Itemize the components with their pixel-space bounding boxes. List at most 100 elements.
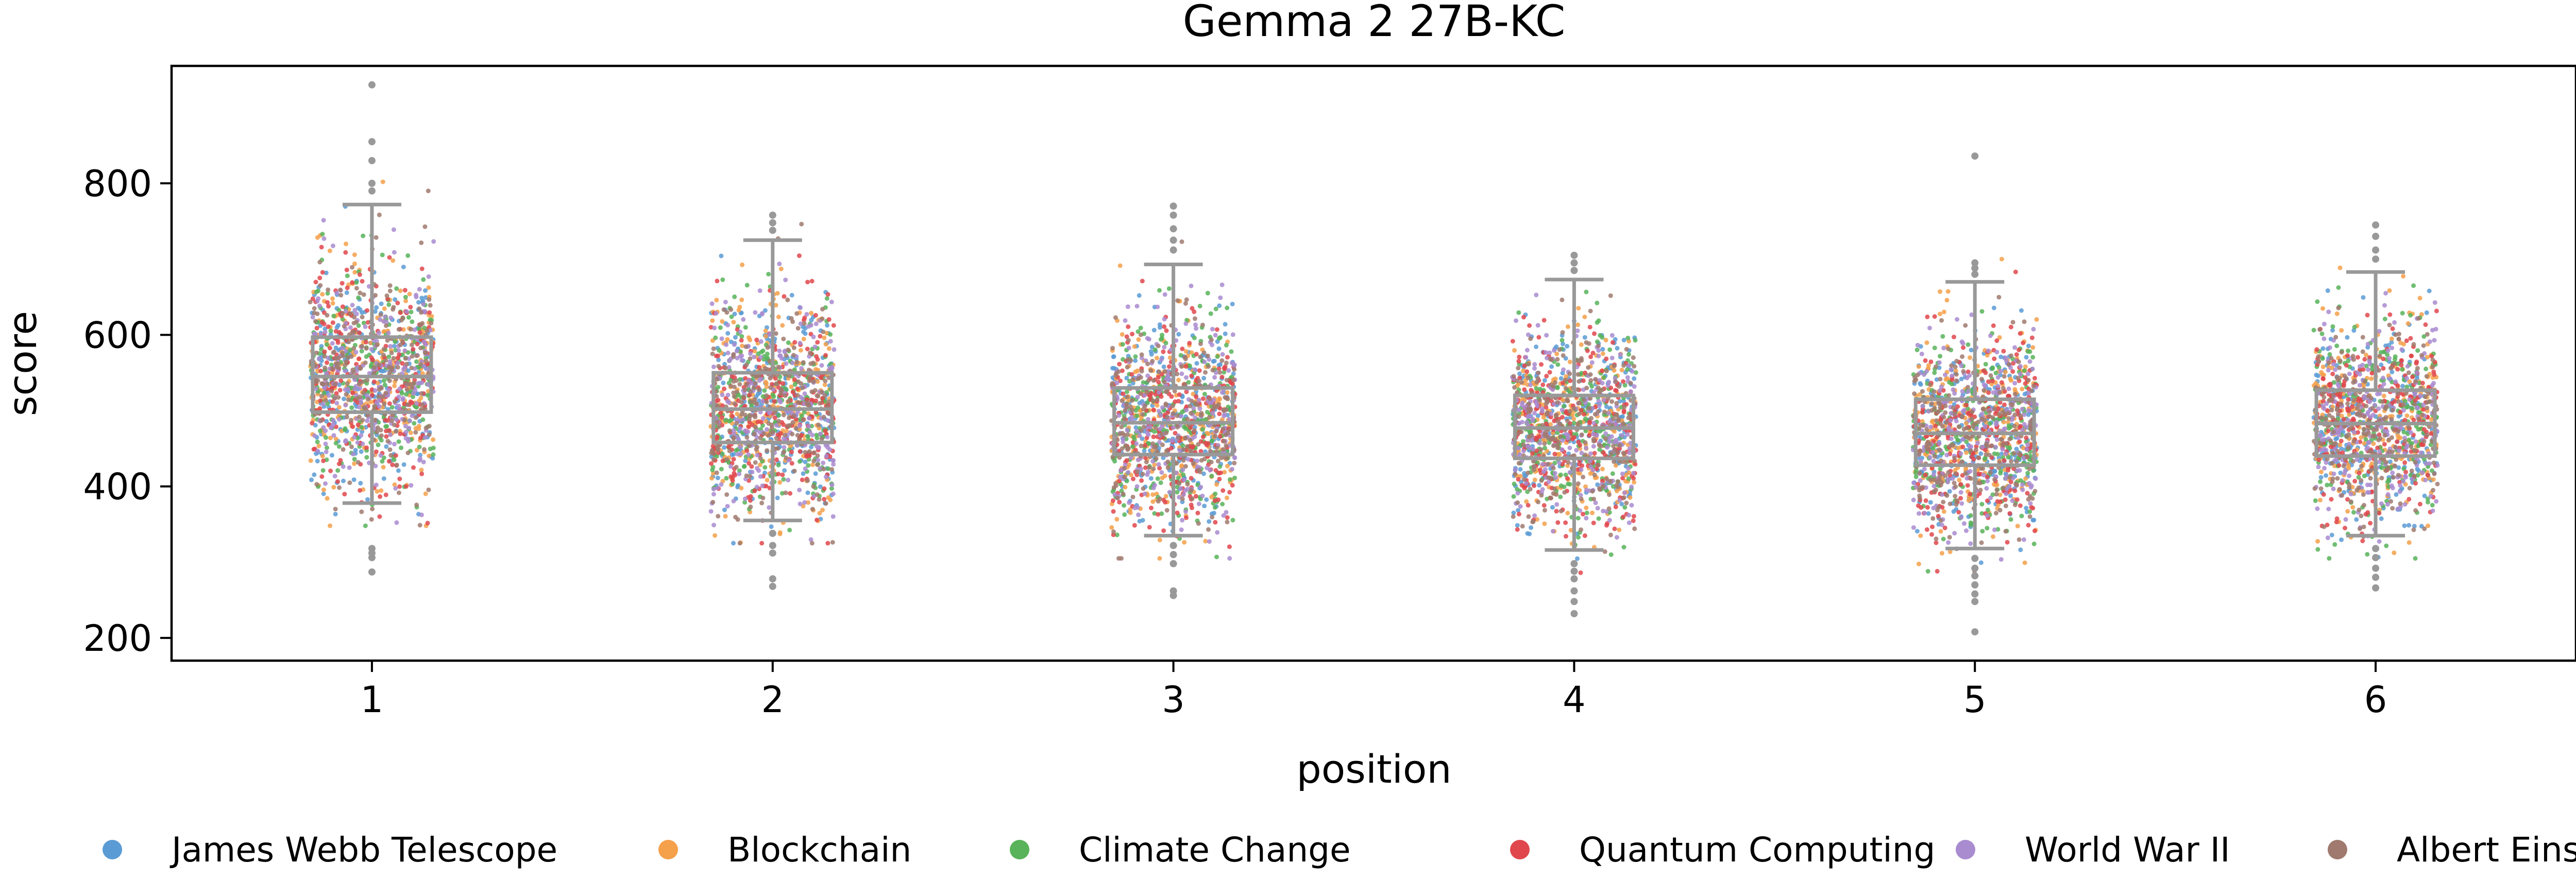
strip-point <box>1179 364 1184 369</box>
strip-point <box>747 443 752 448</box>
strip-point <box>413 415 418 420</box>
strip-point <box>342 323 347 329</box>
strip-point <box>724 476 729 481</box>
strip-point <box>1125 428 1130 433</box>
strip-point <box>806 424 811 429</box>
strip-point <box>732 384 737 389</box>
strip-point <box>408 430 413 435</box>
strip-point <box>789 461 794 466</box>
strip-point <box>809 398 814 403</box>
strip-point <box>383 418 388 423</box>
strip-point <box>1204 417 1209 422</box>
strip-point <box>322 385 327 390</box>
strip-point <box>1117 361 1122 367</box>
strip-point <box>331 485 336 490</box>
strip-point <box>338 287 343 292</box>
strip-point <box>747 392 752 398</box>
strip-point <box>317 356 321 361</box>
strip-point <box>1193 367 1197 372</box>
strip-point <box>317 260 323 265</box>
strip-point <box>1153 425 1158 430</box>
strip-point <box>797 427 802 432</box>
strip-point <box>1110 346 1115 351</box>
strip-point <box>414 401 419 406</box>
strip-point <box>395 360 400 366</box>
strip-point <box>1521 315 1526 320</box>
strip-point <box>739 297 744 302</box>
strip-point <box>1224 495 1229 501</box>
strip-point <box>315 448 320 454</box>
strip-point <box>319 245 324 250</box>
strip-point <box>373 463 378 469</box>
strip-point <box>812 450 817 455</box>
strip-point <box>776 472 781 477</box>
strip-point <box>710 468 715 473</box>
strip-point <box>1225 390 1230 395</box>
strip-point <box>1516 511 1521 516</box>
strip-point <box>1152 429 1157 434</box>
strip-point <box>1162 369 1167 374</box>
strip-point <box>336 307 342 313</box>
strip-point <box>716 364 721 369</box>
strip-point <box>1532 477 1537 482</box>
strip-point <box>431 452 436 457</box>
strip-point <box>360 315 365 320</box>
strip-point <box>351 477 357 482</box>
strip-point <box>720 403 725 408</box>
strip-point <box>404 387 410 392</box>
strip-point <box>724 310 730 315</box>
strip-point <box>1163 340 1168 346</box>
strip-point <box>1587 433 1592 438</box>
strip-point <box>386 388 391 393</box>
strip-point <box>1532 483 1537 488</box>
strip-point <box>367 371 372 376</box>
strip-point <box>822 382 827 387</box>
strip-point <box>343 439 348 444</box>
strip-point <box>396 403 401 408</box>
strip-point <box>764 384 769 389</box>
strip-point <box>711 492 716 497</box>
strip-point <box>722 386 726 391</box>
strip-point <box>385 439 391 444</box>
strip-point <box>1146 337 1151 342</box>
strip-point <box>1219 282 1225 287</box>
strip-point <box>1200 396 1206 401</box>
strip-point <box>345 381 350 386</box>
strip-point <box>789 450 794 455</box>
strip-point <box>411 347 416 352</box>
strip-point <box>403 429 409 435</box>
strip-point <box>752 413 757 418</box>
strip-point <box>1159 511 1164 516</box>
strip-point <box>786 399 791 404</box>
strip-point <box>1216 497 1221 503</box>
strip-point <box>1209 473 1214 478</box>
strip-point <box>1156 512 1161 517</box>
strip-point <box>1176 332 1181 337</box>
strip-point <box>389 350 394 355</box>
strip-point <box>312 310 317 316</box>
strip-point <box>1111 529 1116 534</box>
strip-point <box>372 404 377 409</box>
strip-point <box>712 325 717 331</box>
strip-point <box>786 347 791 352</box>
strip-point <box>715 475 720 480</box>
strip-point <box>354 320 359 325</box>
strip-point <box>1134 304 1140 309</box>
strip-point <box>768 376 773 381</box>
strip-point <box>336 444 342 449</box>
strip-point <box>828 339 833 344</box>
strip-point <box>1229 467 1234 472</box>
strip-point <box>805 347 810 352</box>
strip-point <box>1180 443 1185 448</box>
strip-point <box>352 261 357 266</box>
strip-point <box>742 387 748 392</box>
strip-point <box>802 321 807 326</box>
strip-point <box>361 390 366 395</box>
strip-point <box>345 285 350 290</box>
strip-point <box>778 266 784 271</box>
strip-point <box>1151 378 1156 383</box>
strip-point <box>431 445 436 451</box>
strip-point <box>1205 353 1210 358</box>
strip-point <box>762 366 768 371</box>
strip-point <box>730 413 735 419</box>
